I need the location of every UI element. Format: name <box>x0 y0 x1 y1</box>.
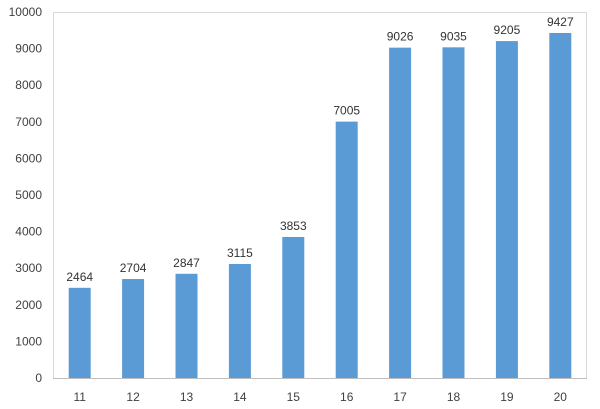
data-label-18: 9035 <box>440 29 467 43</box>
bar-18 <box>442 47 465 378</box>
y-tick-label: 5000 <box>15 188 42 202</box>
y-tick-label: 0 <box>35 371 42 385</box>
x-tick-label: 16 <box>340 390 354 404</box>
x-tick-label: 20 <box>554 390 568 404</box>
x-tick-label: 19 <box>500 390 514 404</box>
x-tick-label: 14 <box>233 390 247 404</box>
data-label-17: 9026 <box>387 30 414 44</box>
y-tick-label: 8000 <box>15 78 42 92</box>
data-label-14: 3115 <box>227 246 253 260</box>
y-tick-label: 6000 <box>15 151 42 165</box>
y-tick-label: 10000 <box>9 5 43 19</box>
bar-16 <box>335 121 358 378</box>
data-label-11: 2464 <box>66 270 93 284</box>
bar-20 <box>549 32 572 378</box>
x-tick-label: 12 <box>126 390 140 404</box>
data-label-15: 3853 <box>280 219 307 233</box>
bar-17 <box>389 47 412 378</box>
bar-11 <box>68 287 91 378</box>
x-tick-label: 17 <box>393 390 407 404</box>
bar-12 <box>122 279 145 378</box>
data-label-16: 7005 <box>333 104 360 118</box>
y-tick-label: 4000 <box>15 225 42 239</box>
x-tick-label: 13 <box>180 390 194 404</box>
data-label-19: 9205 <box>494 23 521 37</box>
x-tick-label: 18 <box>447 390 461 404</box>
data-label-12: 2704 <box>120 261 147 275</box>
bar-14 <box>228 263 251 378</box>
data-label-20: 9427 <box>547 15 574 29</box>
y-axis: 0 1000 2000 3000 4000 5000 6000 7000 8000 9000 100… <box>9 5 43 385</box>
x-tick-label: 15 <box>287 390 301 404</box>
y-tick-label: 3000 <box>15 261 42 275</box>
y-tick-label: 1000 <box>15 334 42 348</box>
y-tick-label: 7000 <box>15 115 42 129</box>
bar-19 <box>495 41 518 379</box>
bar-13 <box>175 273 198 378</box>
bar-series <box>68 32 572 379</box>
bar-15 <box>282 236 305 378</box>
y-tick-label: 9000 <box>15 42 42 56</box>
x-axis: 11 12 13 14 15 16 17 18 19 20 <box>73 390 567 404</box>
data-label-13: 2847 <box>173 256 200 270</box>
y-tick-label: 2000 <box>15 298 42 312</box>
x-tick-label: 11 <box>73 390 86 404</box>
data-labels: 2464 2704 2847 3115 3853 7005 9026 9035 9205 9427 <box>66 15 574 284</box>
